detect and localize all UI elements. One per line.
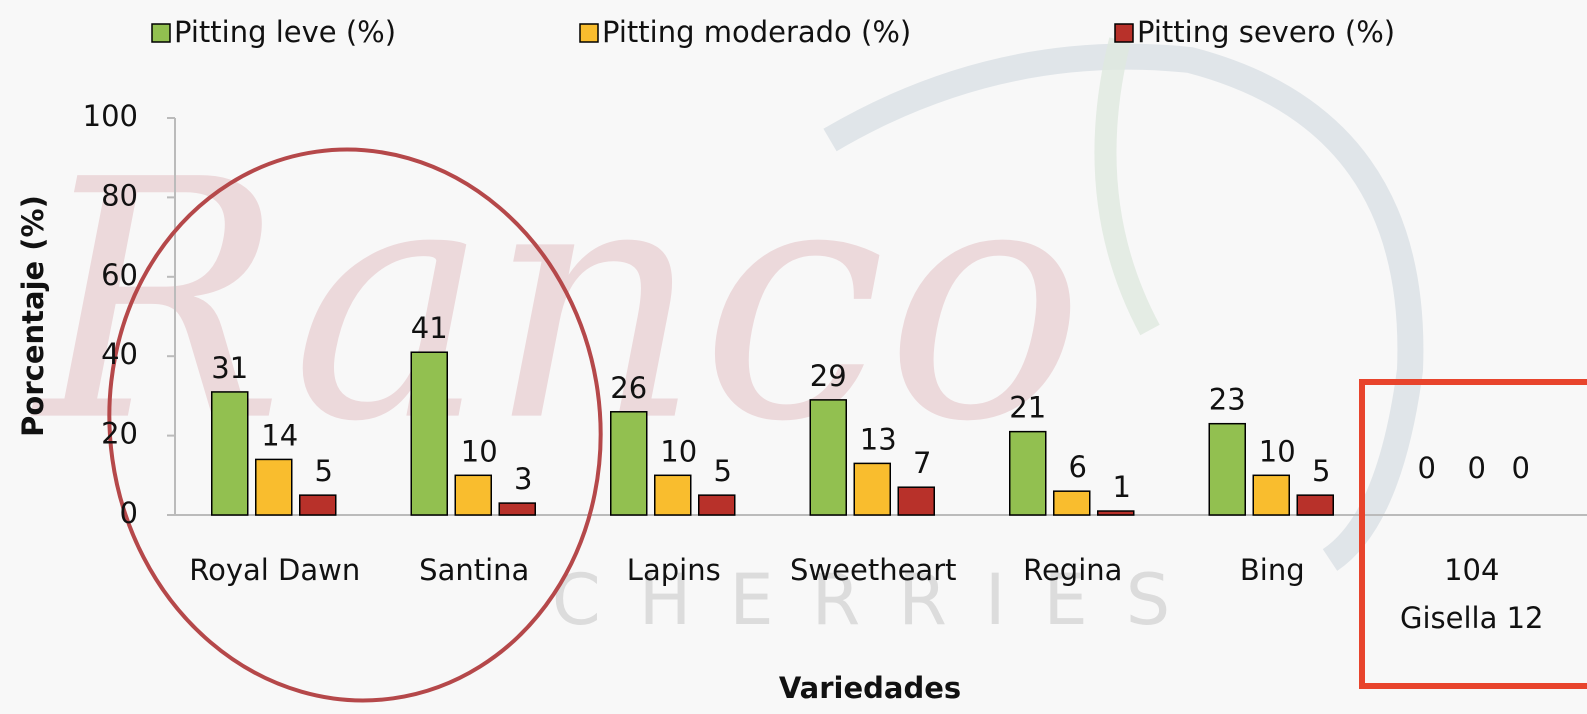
bar	[810, 400, 846, 515]
watermark-stem	[1105, 40, 1150, 330]
data-label: 10	[461, 434, 498, 468]
data-label: 41	[411, 311, 448, 345]
data-label: 13	[860, 422, 897, 456]
x-tick-label: Sweetheart	[778, 546, 968, 594]
y-tick-label: 100	[83, 99, 138, 133]
chart-page: Ranco CHERRIES Porcentaje (%) Variedades…	[0, 0, 1587, 714]
data-label: 14	[261, 418, 298, 452]
x-axis-title: Variedades	[779, 671, 961, 705]
y-tick-label: 60	[101, 258, 138, 292]
bar	[1098, 511, 1134, 515]
bar	[699, 495, 735, 515]
bar	[1253, 475, 1289, 515]
data-label: 21	[1009, 391, 1046, 425]
data-label: 5	[1312, 454, 1330, 488]
data-label: 0	[1512, 451, 1530, 485]
data-label: 10	[1259, 434, 1296, 468]
bar	[300, 495, 336, 515]
y-tick-label: 0	[120, 496, 138, 530]
legend-swatch	[152, 24, 170, 42]
bar	[455, 475, 491, 515]
data-label: 1	[1113, 470, 1131, 504]
x-tick-label: Santina	[379, 546, 569, 594]
data-label: 7	[913, 446, 931, 480]
data-label: 5	[315, 454, 333, 488]
data-label: 29	[810, 359, 847, 393]
data-label: 6	[1069, 450, 1087, 484]
bar	[256, 459, 292, 515]
data-label: 3	[514, 462, 532, 496]
bar	[1297, 495, 1333, 515]
data-label: 0	[1468, 451, 1486, 485]
bar	[898, 487, 934, 515]
data-label: 31	[211, 351, 248, 385]
data-label: 0	[1418, 451, 1436, 485]
y-axis-title: Porcentaje (%)	[16, 195, 50, 437]
legend-swatch	[580, 24, 598, 42]
y-tick-label: 40	[101, 337, 138, 371]
bar	[212, 392, 248, 515]
legend-label: Pitting leve (%)	[174, 15, 396, 49]
bar	[411, 352, 447, 515]
chart: Ranco CHERRIES Porcentaje (%) Variedades…	[0, 0, 1587, 714]
y-tick-label: 20	[101, 417, 138, 451]
legend-swatch	[1115, 24, 1133, 42]
bar	[1054, 491, 1090, 515]
data-label: 26	[610, 371, 647, 405]
y-tick-label: 80	[101, 178, 138, 212]
data-label: 5	[714, 454, 732, 488]
bar	[499, 503, 535, 515]
watermark-logo: Ranco	[30, 110, 1084, 494]
data-label: 23	[1209, 383, 1246, 417]
bar	[1010, 432, 1046, 515]
bar	[1209, 424, 1245, 515]
x-tick-label: Regina	[978, 546, 1168, 594]
x-tick-label: 104 Gisella 12	[1397, 546, 1547, 642]
x-tick-label: Lapins	[579, 546, 769, 594]
legend-label: Pitting severo (%)	[1137, 15, 1395, 49]
x-tick-label: Bing	[1177, 546, 1367, 594]
legend-label: Pitting moderado (%)	[602, 15, 911, 49]
data-label: 10	[660, 434, 697, 468]
x-tick-label: Royal Dawn	[180, 546, 370, 594]
bar	[655, 475, 691, 515]
bar	[854, 463, 890, 515]
bar	[611, 412, 647, 515]
